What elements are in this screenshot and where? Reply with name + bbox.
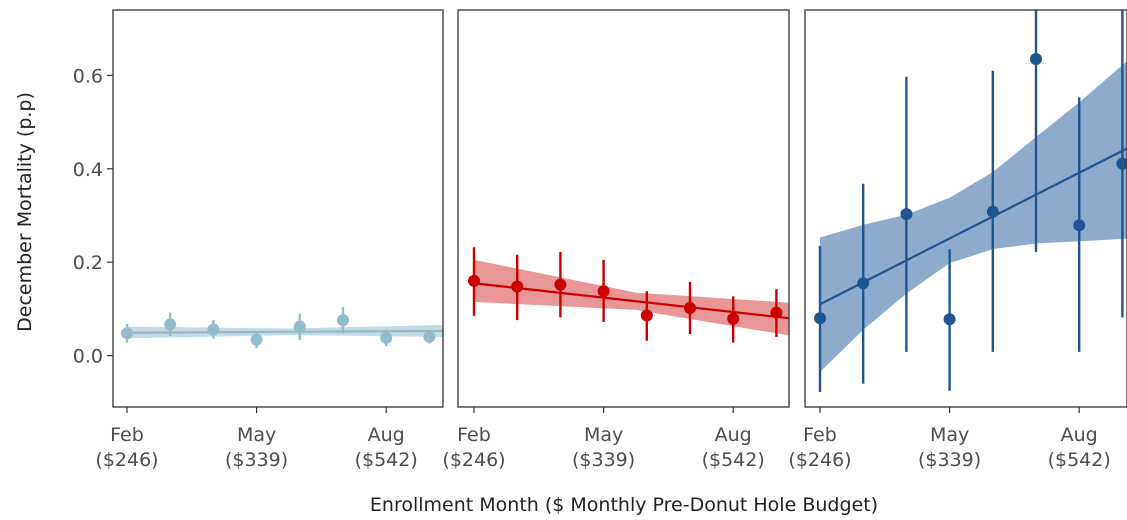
panel-border <box>112 9 444 408</box>
confidence-band <box>820 61 1127 372</box>
data-point <box>900 208 913 221</box>
x-tick-label-month: Aug <box>1061 424 1098 446</box>
x-tick-label-month: May <box>584 424 623 446</box>
panel-1: Feb ($246) May ($339) Aug ($542) <box>95 9 444 471</box>
panel-border <box>804 9 1127 408</box>
facet-panels: Feb ($246) May ($339) Aug ($542) Feb ($246) May (… <box>95 9 1127 471</box>
x-tick-label-budget: ($246) <box>95 449 158 471</box>
data-point <box>511 280 524 293</box>
x-tick-label-budget: ($339) <box>918 449 981 471</box>
x-tick-label-month: Feb <box>803 424 837 446</box>
data-point <box>554 278 567 291</box>
data-point <box>468 274 480 287</box>
panel-plot-area <box>468 247 789 343</box>
data-point <box>986 205 999 218</box>
panel-2: Feb ($246) May ($339) Aug ($542) <box>442 9 790 471</box>
confidence-band <box>474 259 789 336</box>
data-point <box>943 313 956 326</box>
data-point <box>640 309 653 322</box>
x-tick-label-budget: ($542) <box>702 449 765 471</box>
x-tick-label-month: Feb <box>457 424 491 446</box>
x-tick-label-month: May <box>930 424 969 446</box>
fit-line <box>473 282 789 320</box>
x-tick-label-budget: ($246) <box>788 449 851 471</box>
panel-3: Feb ($246) May ($339) Aug ($542) <box>788 9 1127 471</box>
data-point <box>1030 53 1042 66</box>
data-point <box>770 306 783 319</box>
x-tick-label-budget: ($542) <box>355 449 418 471</box>
y-tick-label: 0.0 <box>73 346 103 368</box>
y-tick-label: 0.6 <box>73 65 103 87</box>
x-tick-label-budget: ($339) <box>225 449 288 471</box>
x-tick-label-month: Feb <box>110 424 144 446</box>
fit-line <box>819 147 1127 306</box>
x-tick-label-budget: ($246) <box>442 449 505 471</box>
data-point <box>1116 157 1127 170</box>
y-axis: 0.0 0.2 0.4 0.6 <box>73 65 113 368</box>
x-tick-label-month: Aug <box>715 424 752 446</box>
data-point <box>814 312 826 325</box>
data-point <box>121 327 133 340</box>
panel-border <box>457 9 790 408</box>
data-point <box>727 312 740 325</box>
data-point <box>857 277 870 290</box>
data-point <box>380 331 393 344</box>
y-tick-label: 0.4 <box>73 159 103 181</box>
fit-line <box>126 329 443 334</box>
data-point <box>164 318 177 331</box>
data-point <box>293 320 306 333</box>
y-tick-label: 0.2 <box>73 252 103 274</box>
x-tick-label-budget: ($542) <box>1048 449 1111 471</box>
data-point <box>684 301 696 314</box>
x-tick-label-budget: ($339) <box>572 449 635 471</box>
data-point <box>250 333 263 346</box>
x-tick-label-month: May <box>237 424 276 446</box>
data-point <box>597 285 610 298</box>
x-tick-label-month: Aug <box>368 424 405 446</box>
data-point <box>337 314 349 327</box>
data-point <box>1073 219 1086 232</box>
data-point <box>207 323 220 336</box>
x-axis-title: Enrollment Month ($ Monthly Pre-Donut Ho… <box>370 494 878 516</box>
data-point <box>423 330 436 343</box>
y-axis-title: December Mortality (p.p) <box>14 92 36 332</box>
panel-plot-area <box>121 307 443 349</box>
panel-plot-area <box>814 10 1127 393</box>
